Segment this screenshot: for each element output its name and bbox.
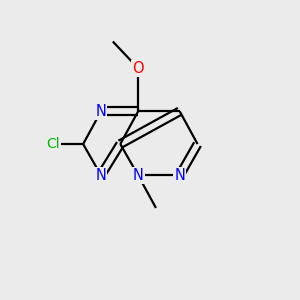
Text: N: N bbox=[174, 168, 185, 183]
Text: Cl: Cl bbox=[46, 137, 60, 151]
Text: N: N bbox=[133, 168, 143, 183]
Text: N: N bbox=[95, 104, 106, 119]
Text: N: N bbox=[95, 168, 106, 183]
Text: O: O bbox=[132, 61, 144, 76]
